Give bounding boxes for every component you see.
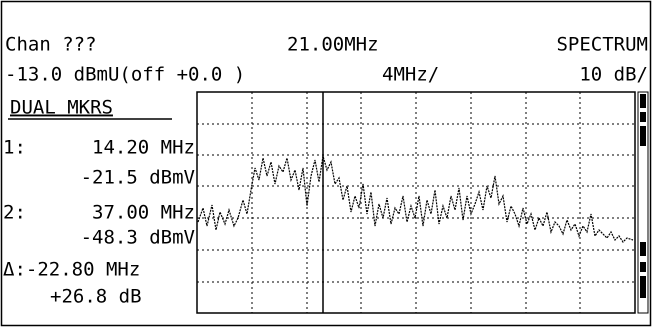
span-per-div: 4MHz/	[382, 64, 439, 86]
marker-frequency: 14.20 MHz	[92, 137, 195, 159]
center-frequency: 21.00MHz	[287, 34, 379, 56]
marker-level: -21.5 dBmV	[81, 167, 195, 189]
marker-level: -48.3 dBmV	[81, 227, 195, 249]
scale-per-div: 10 dB/	[579, 64, 648, 86]
marker-label: 2:	[3, 202, 26, 224]
marker-label: 1:	[3, 137, 26, 159]
plot-grid	[197, 92, 635, 313]
mode: SPECTRUM	[556, 34, 648, 56]
plot-border	[196, 91, 636, 314]
delta-level: +26.8 dB	[50, 286, 142, 308]
reference-level: -13.0 dBmU(off +0.0 )	[5, 64, 245, 86]
delta-frequency: Δ:-22.80 MHz	[3, 259, 140, 281]
scrollbar	[637, 91, 649, 314]
marker-frequency: 37.00 MHz	[92, 202, 195, 224]
markers-title: DUAL MKRS	[10, 97, 113, 119]
spectrum-trace	[197, 155, 634, 243]
channel: Chan ???	[5, 34, 97, 56]
